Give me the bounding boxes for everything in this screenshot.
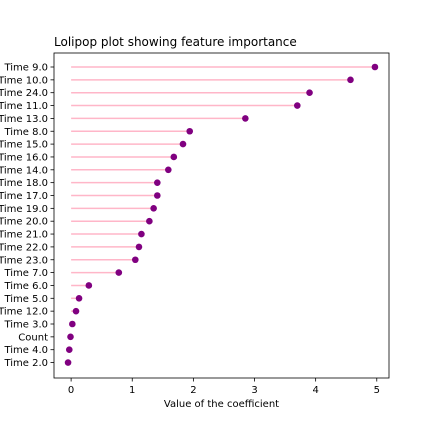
plot-frame <box>53 52 390 379</box>
marker-dot <box>72 307 80 315</box>
marker-dot <box>154 179 161 186</box>
chart-title: Lolipop plot showing feature importance <box>54 35 297 49</box>
y-tick-label: Time 4.0 <box>3 345 48 356</box>
markers-layer <box>64 63 379 366</box>
y-tick-label: Count <box>18 332 48 343</box>
y-tick-label: Time 15.0 <box>0 140 48 151</box>
marker-dot <box>132 256 139 264</box>
y-tick-label: Time 12.0 <box>0 307 48 318</box>
marker-dot <box>135 243 143 251</box>
y-tick-label: Time 21.0 <box>0 230 48 241</box>
marker-dot <box>170 153 178 161</box>
y-tick-label: Time 22.0 <box>0 242 48 253</box>
marker-dot <box>186 127 194 135</box>
y-tick-label: Time 14.0 <box>0 165 48 176</box>
stems-layer <box>68 66 375 364</box>
y-tick-label: Time 16.0 <box>0 152 48 163</box>
marker-dot <box>179 140 187 148</box>
marker-dot <box>150 205 157 212</box>
marker-dot <box>67 333 74 341</box>
x-tick-label: 1 <box>129 385 135 396</box>
y-tick-label: Time 13.0 <box>0 114 48 125</box>
y-tick-label: Time 18.0 <box>0 178 48 189</box>
marker-dot <box>65 346 73 354</box>
x-axis-label: Value of the coefficient <box>164 399 279 410</box>
marker-dot <box>69 320 76 328</box>
y-tick-label: Time 19.0 <box>0 204 48 215</box>
y-tick-label: Time 17.0 <box>0 191 48 202</box>
x-tick-label: 0 <box>68 385 74 396</box>
marker-dot <box>294 102 301 109</box>
marker-dot <box>242 115 249 122</box>
marker-dot <box>165 166 172 174</box>
y-tick-label: Time 23.0 <box>0 255 48 266</box>
marker-dot <box>115 269 123 276</box>
marker-dot <box>75 295 83 302</box>
marker-dot <box>85 282 93 289</box>
y-tick-label: Time 9.0 <box>3 63 48 74</box>
y-tick-label: Time 5.0 <box>3 294 48 305</box>
marker-dot <box>64 359 72 366</box>
y-tick-label: Time 24.0 <box>0 88 48 99</box>
y-tick-label: Time 10.0 <box>0 75 48 86</box>
y-tick-label: Time 3.0 <box>3 320 48 331</box>
x-tick-label: 2 <box>190 385 196 396</box>
marker-dot <box>154 192 161 199</box>
marker-dot <box>347 76 354 84</box>
y-tick-label: Time 7.0 <box>3 268 48 279</box>
y-tick-label: Time 20.0 <box>0 217 48 228</box>
x-tick-label: 5 <box>374 385 380 396</box>
marker-dot <box>138 230 145 238</box>
y-tick-label: Time 11.0 <box>0 101 48 112</box>
x-tick-label: 3 <box>251 385 257 396</box>
x-tick-label: 4 <box>312 385 318 396</box>
x-axis-ticks: 0 1 2 3 4 5 <box>68 378 380 396</box>
y-tick-label: Time 6.0 <box>3 281 48 292</box>
marker-dot <box>371 63 379 71</box>
marker-dot <box>146 217 153 225</box>
marker-dot <box>306 89 313 96</box>
y-tick-label: Time 8.0 <box>3 127 48 138</box>
y-tick-label: Time 2.0 <box>3 358 48 369</box>
